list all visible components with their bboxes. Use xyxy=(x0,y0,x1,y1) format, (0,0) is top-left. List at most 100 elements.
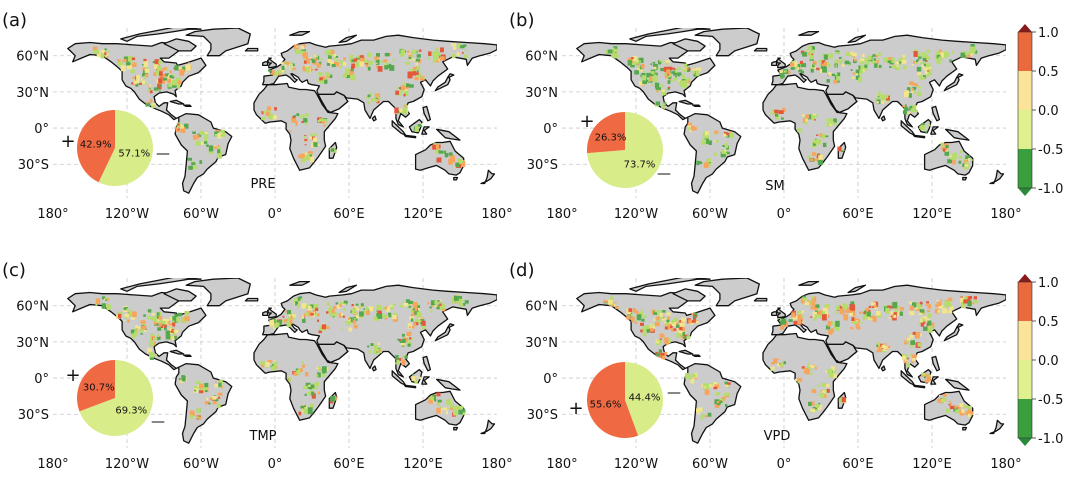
grid-cell xyxy=(828,371,834,378)
colorbar-extend-low xyxy=(1018,188,1032,196)
grid-cell xyxy=(871,302,876,306)
grid-cell xyxy=(913,83,918,86)
grid-cell xyxy=(964,164,969,167)
land-cuba xyxy=(169,349,185,355)
lon-tick-label: 60°E xyxy=(842,207,873,222)
grid-cell xyxy=(714,401,720,408)
colorbar-extend-high xyxy=(1018,24,1032,32)
pie-slice-negative xyxy=(625,362,663,436)
grid-cell xyxy=(889,305,893,309)
grid-cell xyxy=(657,339,662,345)
lat-tick-label: 30°N xyxy=(525,86,558,101)
grid-cell xyxy=(179,69,185,76)
grid-cell xyxy=(154,59,160,66)
grid-cell xyxy=(128,62,131,65)
grid-cell xyxy=(681,327,686,332)
grid-cell xyxy=(428,397,433,404)
grid-cell xyxy=(969,47,971,50)
grid-cell xyxy=(375,62,378,64)
grid-cell xyxy=(217,144,220,147)
grid-cell xyxy=(949,405,955,410)
grid-cell xyxy=(269,70,272,73)
grid-cell xyxy=(821,311,826,315)
grid-cell xyxy=(807,155,811,159)
grid-cell xyxy=(724,392,729,397)
grid-cell xyxy=(321,324,326,330)
grid-cell xyxy=(304,121,308,125)
grid-cell xyxy=(701,414,704,418)
grid-cell xyxy=(856,73,859,76)
grid-cell xyxy=(341,327,344,330)
grid-cell xyxy=(343,308,346,312)
grid-cell xyxy=(188,62,190,64)
grid-cell xyxy=(964,164,969,170)
grid-cell xyxy=(363,308,366,310)
grid-cell xyxy=(409,84,414,88)
grid-cell xyxy=(825,135,829,138)
grid-cell xyxy=(303,136,307,138)
grid-cell xyxy=(418,49,422,52)
grid-cell xyxy=(429,396,434,400)
minus-sign: — xyxy=(156,146,170,162)
grid-cell xyxy=(164,326,167,331)
grid-cell xyxy=(384,52,390,57)
grid-cell xyxy=(855,75,860,80)
grid-cell xyxy=(970,411,974,416)
grid-cell xyxy=(664,323,668,326)
grid-cell xyxy=(319,326,323,331)
grid-cell xyxy=(305,312,309,316)
grid-cell xyxy=(614,301,617,304)
grid-cell xyxy=(879,95,884,99)
grid-cell xyxy=(804,121,808,125)
grid-cell xyxy=(704,389,710,395)
pie-chart: 30.7%69.3% xyxy=(76,360,153,436)
grid-cell xyxy=(903,359,907,364)
land-sri-lanka xyxy=(880,365,886,372)
grid-cell xyxy=(135,327,139,330)
grid-cell xyxy=(866,311,871,317)
land-cuba xyxy=(169,99,185,105)
grid-cell xyxy=(878,343,883,349)
grid-cell xyxy=(329,49,335,54)
grid-cell xyxy=(359,311,364,317)
grid-cell xyxy=(182,66,186,71)
grid-cell xyxy=(726,132,729,136)
land-africa xyxy=(762,332,848,421)
grid-cell xyxy=(668,86,671,89)
grid-cell xyxy=(374,316,379,321)
grid-cell xyxy=(457,158,462,164)
grid-cell xyxy=(856,326,861,330)
grid-cell xyxy=(390,306,394,310)
grid-cell xyxy=(689,319,694,325)
grid-cell xyxy=(376,304,382,310)
grid-cell xyxy=(407,58,410,60)
land-sulawesi xyxy=(421,376,430,385)
grid-cell xyxy=(284,61,288,64)
grid-cell xyxy=(921,318,925,322)
grid-cell xyxy=(833,118,837,123)
grid-cell xyxy=(946,52,950,57)
grid-cell xyxy=(437,301,441,304)
grid-cell xyxy=(128,310,132,314)
grid-cell xyxy=(421,320,426,327)
grid-cell xyxy=(303,385,308,390)
grid-cell xyxy=(180,125,184,129)
grid-cell xyxy=(783,361,786,365)
grid-cell xyxy=(658,349,662,353)
grid-cell xyxy=(409,58,412,61)
lon-tick-label: 60°E xyxy=(842,457,873,472)
grid-cell xyxy=(807,52,810,56)
grid-cell xyxy=(711,382,714,385)
grid-cell xyxy=(316,313,320,317)
grid-cell xyxy=(217,132,223,139)
grid-cell xyxy=(445,411,448,415)
grid-cell xyxy=(963,296,968,301)
grid-cell xyxy=(691,320,696,323)
grid-cell xyxy=(325,72,331,77)
grid-cell xyxy=(156,312,160,316)
grid-cell xyxy=(161,69,165,72)
grid-cell xyxy=(698,407,703,412)
grid-cell xyxy=(399,340,402,343)
grid-cell xyxy=(695,320,700,324)
grid-cell xyxy=(351,59,354,63)
